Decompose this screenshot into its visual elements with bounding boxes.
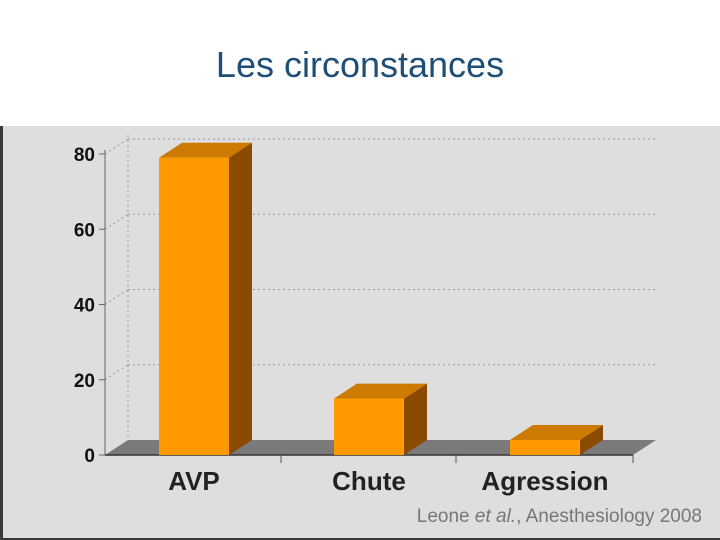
- bar-top: [334, 383, 427, 399]
- gridline-side: [104, 213, 129, 230]
- source-etal: et al.: [474, 506, 517, 527]
- chart-bars: [159, 142, 603, 455]
- gridline-side: [104, 138, 129, 155]
- y-tick-label: 0: [84, 446, 95, 467]
- bar-agression: [510, 424, 603, 455]
- bar-top: [510, 424, 603, 440]
- chart-panel: [0, 126, 720, 540]
- y-tick-label: 60: [74, 220, 95, 241]
- x-category-label: AVP: [168, 466, 220, 496]
- chart-grid: [104, 135, 657, 440]
- y-tick-label: 40: [74, 296, 95, 317]
- y-axis: 0 20 40 60 80: [74, 145, 106, 467]
- x-category-label: Agression: [481, 466, 608, 496]
- x-axis-labels: AVP Chute Agression: [168, 466, 608, 496]
- source-rest: , Anesthesiology 2008: [516, 506, 702, 527]
- bar-side: [229, 142, 252, 455]
- bar-chute: [334, 383, 427, 455]
- y-tick-label: 20: [74, 371, 95, 392]
- bar-front: [510, 439, 580, 455]
- y-tick-label: 80: [74, 145, 95, 166]
- bar-front: [159, 157, 229, 455]
- bar-side: [404, 383, 427, 455]
- gridline-side: [104, 289, 129, 305]
- slide-title: Les circonstances: [215, 44, 505, 85]
- bar-avp: [159, 142, 252, 455]
- bar-side: [580, 424, 603, 455]
- x-category-label: Chute: [332, 466, 406, 496]
- source-author: Leone: [416, 506, 470, 527]
- bar-front: [334, 398, 404, 455]
- gridline-side: [104, 364, 129, 381]
- source-citation: Leone et al., Anesthesiology 2008: [417, 506, 702, 528]
- bar-top: [159, 142, 252, 158]
